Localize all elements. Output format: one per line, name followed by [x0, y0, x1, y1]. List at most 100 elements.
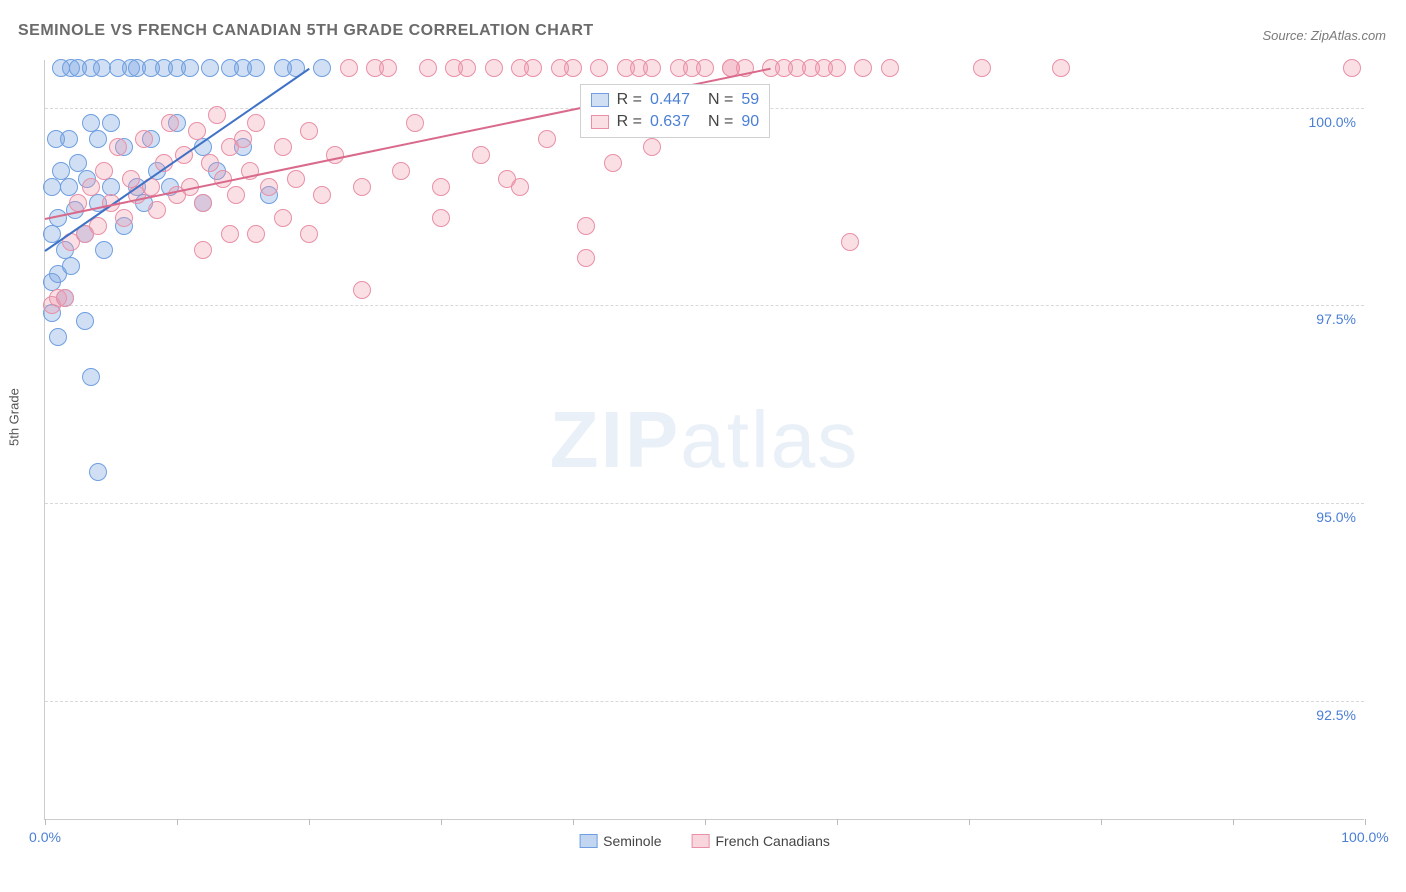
data-point	[247, 225, 265, 243]
data-point	[590, 59, 608, 77]
stat-n-label: N =	[708, 113, 733, 131]
data-point	[62, 257, 80, 275]
stat-r-label: R =	[617, 91, 642, 109]
data-point	[643, 59, 661, 77]
data-point	[208, 106, 226, 124]
legend-swatch	[579, 834, 597, 848]
data-point	[194, 194, 212, 212]
gridline	[45, 305, 1364, 306]
data-point	[973, 59, 991, 77]
data-point	[485, 59, 503, 77]
data-point	[274, 209, 292, 227]
data-point	[524, 59, 542, 77]
data-point	[161, 114, 179, 132]
y-tick-label: 95.0%	[1316, 509, 1356, 525]
data-point	[604, 154, 622, 172]
data-point	[775, 59, 793, 77]
data-point	[432, 178, 450, 196]
data-point	[538, 130, 556, 148]
data-point	[95, 162, 113, 180]
data-point	[181, 59, 199, 77]
data-point	[432, 209, 450, 227]
data-point	[1052, 59, 1070, 77]
x-tick-mark	[309, 819, 310, 825]
data-point	[300, 225, 318, 243]
stat-n-value: 59	[741, 91, 759, 109]
x-tick-mark	[1365, 819, 1366, 825]
data-point	[340, 59, 358, 77]
data-point	[472, 146, 490, 164]
legend-swatch	[691, 834, 709, 848]
stats-swatch	[591, 115, 609, 129]
data-point	[419, 59, 437, 77]
data-point	[148, 201, 166, 219]
data-point	[379, 59, 397, 77]
data-point	[841, 233, 859, 251]
x-tick-mark	[177, 819, 178, 825]
data-point	[82, 368, 100, 386]
data-point	[300, 122, 318, 140]
data-point	[135, 130, 153, 148]
data-point	[287, 170, 305, 188]
data-point	[828, 59, 846, 77]
data-point	[353, 178, 371, 196]
data-point	[458, 59, 476, 77]
data-point	[881, 59, 899, 77]
x-tick-label: 100.0%	[1341, 829, 1388, 845]
stat-n-label: N =	[708, 91, 733, 109]
gridline	[45, 503, 1364, 504]
data-point	[313, 186, 331, 204]
data-point	[188, 122, 206, 140]
data-point	[201, 154, 219, 172]
y-tick-label: 92.5%	[1316, 707, 1356, 723]
legend-item: Seminole	[579, 833, 661, 849]
plot-area: ZIPatlas 92.5%95.0%97.5%100.0%0.0%100.0%…	[44, 60, 1364, 820]
data-point	[234, 130, 252, 148]
legend: Seminole French Canadians	[579, 833, 830, 849]
data-point	[95, 241, 113, 259]
data-point	[227, 186, 245, 204]
data-point	[577, 217, 595, 235]
data-point	[76, 312, 94, 330]
legend-label: French Canadians	[715, 833, 829, 849]
x-tick-mark	[837, 819, 838, 825]
data-point	[406, 114, 424, 132]
stat-r-value: 0.447	[650, 91, 690, 109]
stats-swatch	[591, 93, 609, 107]
data-point	[89, 130, 107, 148]
data-point	[247, 59, 265, 77]
data-point	[221, 225, 239, 243]
source-label: Source: ZipAtlas.com	[1262, 28, 1386, 43]
data-point	[326, 146, 344, 164]
stats-row: R = 0.447 N = 59	[591, 89, 760, 111]
data-point	[1343, 59, 1361, 77]
data-point	[260, 178, 278, 196]
data-point	[56, 289, 74, 307]
watermark-atlas: atlas	[680, 395, 859, 484]
data-point	[802, 59, 820, 77]
data-point	[60, 130, 78, 148]
data-point	[854, 59, 872, 77]
data-point	[43, 178, 61, 196]
data-point	[109, 138, 127, 156]
stat-r-value: 0.637	[650, 113, 690, 131]
stat-r-label: R =	[617, 113, 642, 131]
data-point	[89, 463, 107, 481]
chart-title: SEMINOLE VS FRENCH CANADIAN 5TH GRADE CO…	[18, 22, 594, 40]
legend-label: Seminole	[603, 833, 661, 849]
x-tick-mark	[573, 819, 574, 825]
stats-row: R =0.637N =90	[591, 111, 760, 133]
y-tick-label: 100.0%	[1309, 114, 1356, 130]
x-tick-mark	[705, 819, 706, 825]
x-tick-label: 0.0%	[29, 829, 61, 845]
x-tick-mark	[969, 819, 970, 825]
data-point	[577, 249, 595, 267]
data-point	[353, 281, 371, 299]
x-tick-mark	[441, 819, 442, 825]
data-point	[115, 209, 133, 227]
x-tick-mark	[45, 819, 46, 825]
stats-box: R =0.447N =59R =0.637N =90	[580, 84, 771, 138]
data-point	[564, 59, 582, 77]
legend-item: French Canadians	[691, 833, 829, 849]
x-tick-mark	[1101, 819, 1102, 825]
